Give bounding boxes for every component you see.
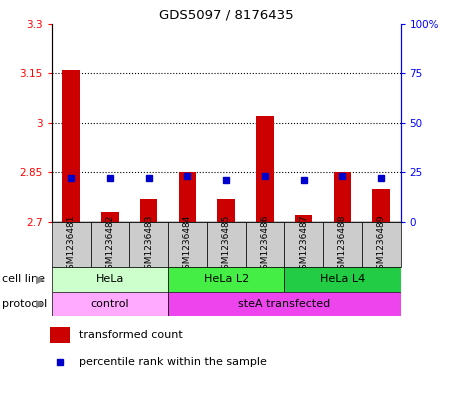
Text: ▶: ▶ xyxy=(36,274,45,285)
Bar xyxy=(362,222,400,267)
Text: HeLa: HeLa xyxy=(96,274,124,285)
Bar xyxy=(101,212,119,222)
Text: cell line: cell line xyxy=(2,274,45,285)
Bar xyxy=(284,267,400,292)
Text: percentile rank within the sample: percentile rank within the sample xyxy=(79,357,266,367)
Bar xyxy=(373,189,390,222)
Text: ▶: ▶ xyxy=(36,299,45,309)
Bar xyxy=(50,327,70,343)
Text: steA transfected: steA transfected xyxy=(238,299,330,309)
Bar xyxy=(140,199,157,222)
Bar xyxy=(323,222,362,267)
Bar xyxy=(284,222,323,267)
Bar xyxy=(52,267,168,292)
Bar xyxy=(168,267,284,292)
Text: transformed count: transformed count xyxy=(79,330,182,340)
Text: GSM1236482: GSM1236482 xyxy=(105,215,114,275)
Text: GSM1236483: GSM1236483 xyxy=(144,215,153,275)
Bar xyxy=(129,222,168,267)
Bar xyxy=(63,70,80,222)
Text: control: control xyxy=(90,299,129,309)
Text: protocol: protocol xyxy=(2,299,48,309)
Text: GSM1236485: GSM1236485 xyxy=(221,215,230,275)
Bar xyxy=(52,222,90,267)
Bar xyxy=(295,215,312,222)
Bar xyxy=(217,199,235,222)
Bar xyxy=(256,116,274,222)
Text: HeLa L2: HeLa L2 xyxy=(203,274,249,285)
Title: GDS5097 / 8176435: GDS5097 / 8176435 xyxy=(159,8,293,21)
Bar xyxy=(168,292,400,316)
Text: GSM1236481: GSM1236481 xyxy=(67,215,76,275)
Bar xyxy=(179,173,196,222)
Bar xyxy=(333,173,351,222)
Text: GSM1236488: GSM1236488 xyxy=(338,215,347,275)
Bar xyxy=(90,222,129,267)
Text: GSM1236484: GSM1236484 xyxy=(183,215,192,275)
Text: GSM1236489: GSM1236489 xyxy=(377,215,386,275)
Text: GSM1236486: GSM1236486 xyxy=(261,215,270,275)
Bar xyxy=(246,222,284,267)
Bar xyxy=(52,292,168,316)
Text: HeLa L4: HeLa L4 xyxy=(320,274,365,285)
Bar xyxy=(168,222,207,267)
Bar xyxy=(207,222,246,267)
Text: GSM1236487: GSM1236487 xyxy=(299,215,308,275)
